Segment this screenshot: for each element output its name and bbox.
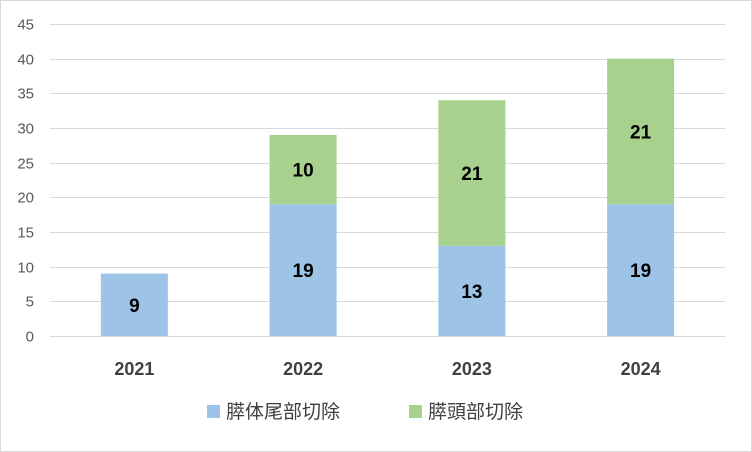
- bar-segment: [269, 134, 337, 205]
- y-tick-label: 20: [17, 190, 34, 207]
- data-label: 13: [461, 282, 482, 303]
- data-label: 19: [630, 261, 651, 282]
- data-label: 10: [293, 161, 314, 182]
- y-tick-label: 25: [17, 156, 34, 173]
- bar-segment: [438, 245, 506, 336]
- bar-segment: [607, 58, 675, 205]
- data-label: 19: [293, 261, 314, 282]
- bars: [100, 58, 675, 336]
- bar-segment: [100, 273, 168, 336]
- bar-segment: [607, 204, 675, 336]
- y-tick-label: 45: [17, 17, 34, 34]
- x-category-label: 2024: [621, 359, 661, 379]
- y-tick-label: 0: [26, 329, 34, 346]
- y-tick-label: 40: [17, 52, 34, 69]
- y-axis-ticks: 0 5 10 15 20 25 30 35 40 45: [17, 17, 34, 346]
- y-tick-label: 15: [17, 225, 34, 242]
- legend: 膵体尾部切除 膵頭部切除: [207, 401, 523, 423]
- legend-swatch: [207, 405, 220, 418]
- x-category-label: 2022: [283, 359, 323, 379]
- bar-segment: [269, 204, 337, 336]
- y-tick-label: 30: [17, 121, 34, 138]
- data-label: 9: [129, 296, 140, 317]
- legend-swatch: [409, 405, 422, 418]
- y-tick-label: 10: [17, 260, 34, 277]
- x-category-label: 2021: [114, 359, 154, 379]
- bar-segment: [438, 100, 506, 246]
- x-axis-categories: 2021 2022 2023 2024: [114, 359, 660, 379]
- y-tick-label: 35: [17, 86, 34, 103]
- data-label: 21: [461, 164, 483, 185]
- x-category-label: 2023: [452, 359, 492, 379]
- legend-label: 膵頭部切除: [428, 401, 523, 423]
- y-tick-label: 5: [26, 294, 34, 311]
- legend-label: 膵体尾部切除: [226, 401, 340, 423]
- data-labels: 9 19 10 13 21 19 21: [129, 122, 652, 316]
- data-label: 21: [630, 122, 652, 143]
